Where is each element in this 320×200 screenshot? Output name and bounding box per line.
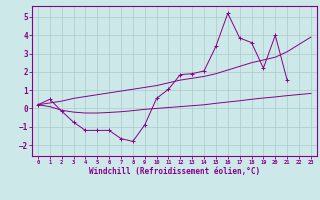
- X-axis label: Windchill (Refroidissement éolien,°C): Windchill (Refroidissement éolien,°C): [89, 167, 260, 176]
